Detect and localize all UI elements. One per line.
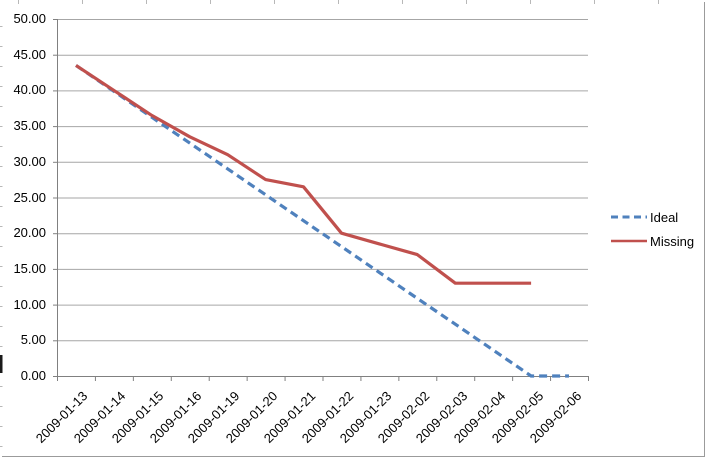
y-axis-tick-label: 40.00 [13,82,46,98]
y-axis-tick-label: 30.00 [13,153,46,169]
y-axis-tick-label: 15.00 [13,260,46,276]
series-line-ideal [75,64,569,378]
legend-label-missing: Missing [650,233,695,249]
y-axis-tick-label: 10.00 [13,296,46,312]
y-axis-tick-label: 25.00 [13,189,46,205]
cropped-cell-artifact [0,355,3,373]
y-axis-tick-label: 45.00 [13,46,46,62]
legend: Ideal Missing [610,206,694,252]
legend-item-missing: Missing [610,230,694,252]
dashed-line-icon [611,215,647,219]
y-axis-tick-label: 0.00 [20,368,46,383]
y-axis-tick-label: 20.00 [13,225,46,241]
y-axis-tick-label: 50.00 [13,11,46,26]
legend-label-ideal: Ideal [650,209,679,225]
legend-item-ideal: Ideal [610,206,694,228]
solid-line-icon [611,239,647,243]
y-axis-tick-label: 35.00 [13,118,46,134]
y-axis-tick-label: 5.00 [20,332,46,348]
series-line-missing [75,64,532,285]
